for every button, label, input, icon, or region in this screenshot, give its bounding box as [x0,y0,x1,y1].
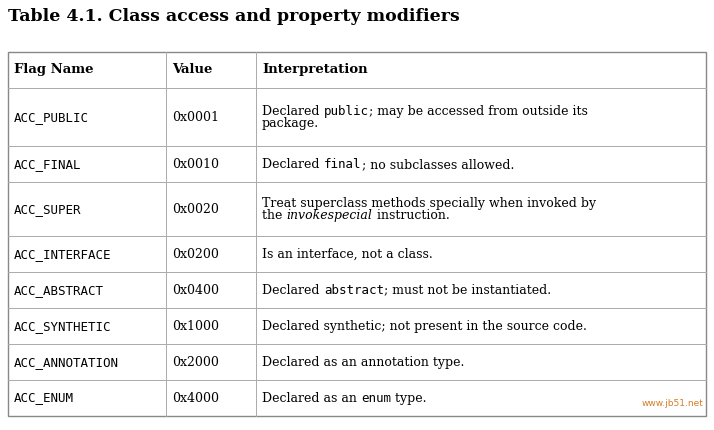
Text: Declared: Declared [262,158,323,171]
Text: Declared: Declared [262,284,323,297]
Text: package.: package. [262,117,319,130]
Text: 0x1000: 0x1000 [172,319,219,333]
Text: 0x4000: 0x4000 [172,392,219,405]
Text: Declared as an annotation type.: Declared as an annotation type. [262,356,464,369]
Text: 0x0200: 0x0200 [172,248,219,261]
Bar [8,52,706,416]
Text: 0x0010: 0x0010 [172,158,219,171]
Text: Declared synthetic; not present in the source code.: Declared synthetic; not present in the s… [262,319,587,333]
Text: ACC_INTERFACE: ACC_INTERFACE [14,248,111,261]
Text: invokespecial: invokespecial [287,209,373,222]
Text: 0x0020: 0x0020 [172,203,219,216]
Text: 0x0001: 0x0001 [172,111,219,124]
Text: ACC_ABSTRACT: ACC_ABSTRACT [14,284,104,297]
Text: enum: enum [361,392,391,405]
Text: ACC_ENUM: ACC_ENUM [14,392,74,405]
Text: 0x0400: 0x0400 [172,284,219,297]
Text: Table 4.1. Class access and property modifiers: Table 4.1. Class access and property mod… [8,8,460,25]
Text: ; must not be instantiated.: ; must not be instantiated. [384,284,551,297]
Text: www.jb51.net: www.jb51.net [642,399,704,408]
Text: Is an interface, not a class.: Is an interface, not a class. [262,248,433,261]
Text: Flag Name: Flag Name [14,64,94,77]
Text: final: final [324,158,361,171]
Text: ACC_SYNTHETIC: ACC_SYNTHETIC [14,319,111,333]
Text: the: the [262,209,286,222]
Text: Declared as an: Declared as an [262,392,361,405]
Text: type.: type. [391,392,427,405]
Text: Treat superclass methods specially when invoked by: Treat superclass methods specially when … [262,197,596,210]
Text: ACC_PUBLIC: ACC_PUBLIC [14,111,89,124]
Text: instruction.: instruction. [373,209,450,222]
Text: public: public [324,104,369,117]
Text: ; no subclasses allowed.: ; no subclasses allowed. [361,158,514,171]
Text: ; may be accessed from outside its: ; may be accessed from outside its [369,104,588,117]
Text: Declared: Declared [262,104,323,117]
Text: 0x2000: 0x2000 [172,356,219,369]
Text: Interpretation: Interpretation [262,64,368,77]
Text: abstract: abstract [324,284,384,297]
Text: ACC_FINAL: ACC_FINAL [14,158,81,171]
Text: ACC_SUPER: ACC_SUPER [14,203,81,216]
Text: ACC_ANNOTATION: ACC_ANNOTATION [14,356,119,369]
Text: Value: Value [172,64,212,77]
